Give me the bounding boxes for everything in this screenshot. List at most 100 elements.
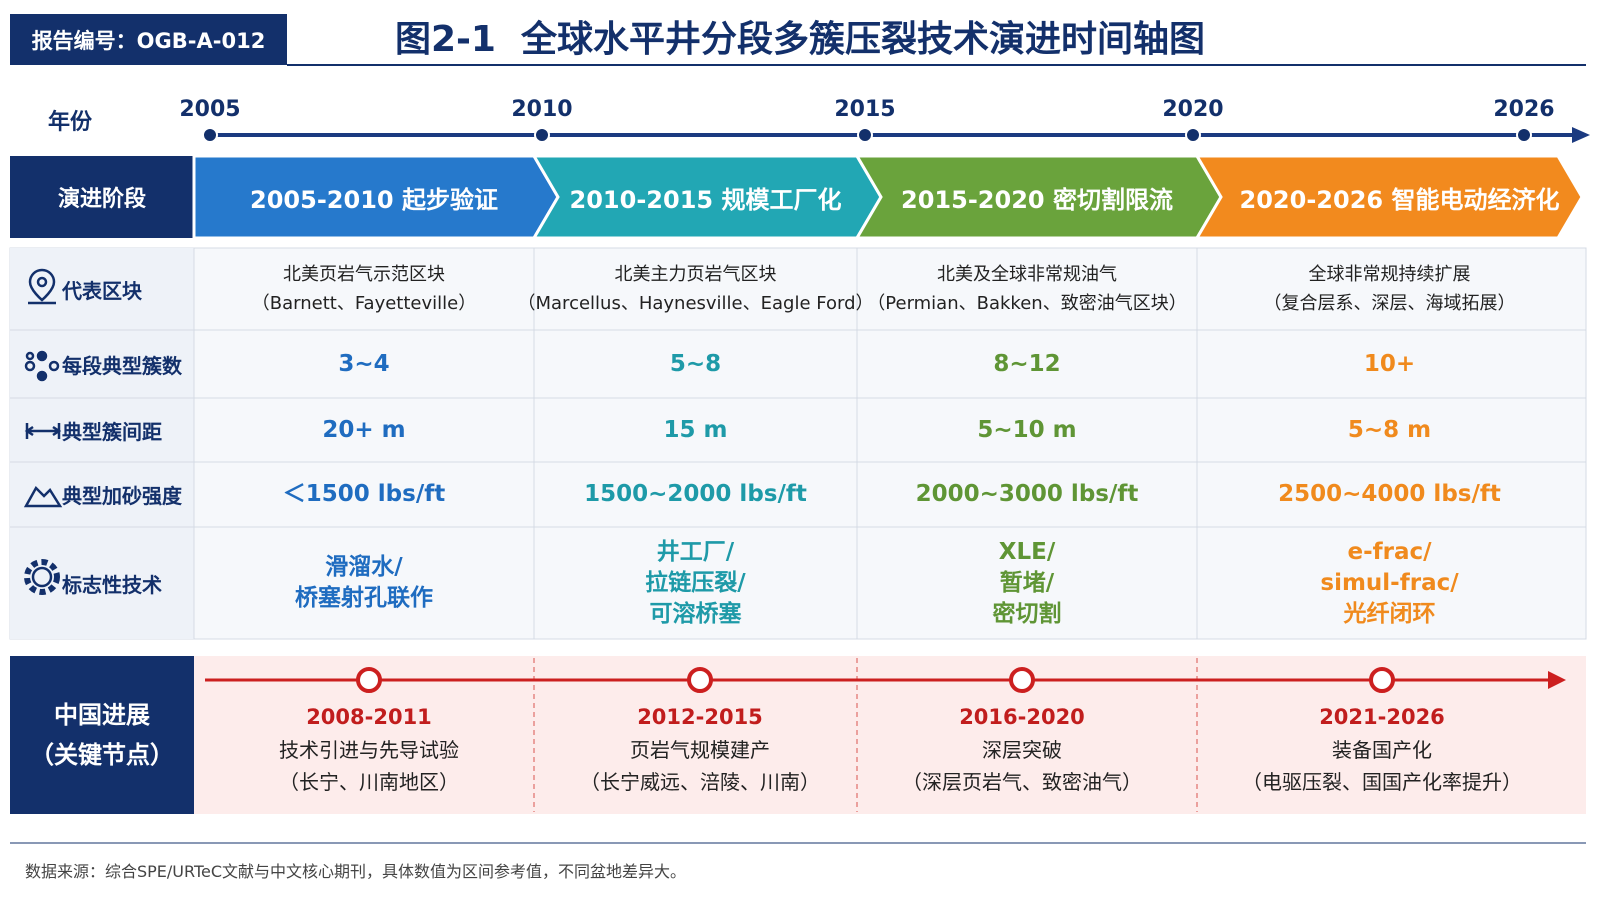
cell: 北美页岩气示范区块 （Barnett、Fayetteville） <box>194 248 534 330</box>
row-label: 标志性技术 <box>62 572 162 597</box>
cell: 15 m <box>534 398 857 462</box>
cell-text: （Barnett、Fayetteville） <box>251 293 477 314</box>
report-id: 报告编号：OGB-A-012 <box>10 14 287 65</box>
table-bg <box>9 247 1587 640</box>
china-title: 技术引进与先导试验 <box>279 738 459 762</box>
cell: 10+ <box>1197 330 1582 398</box>
stage: 2015-2020 密切割限流 <box>901 185 1173 214</box>
china-node-text: 2008-2011 技术引进与先导试验 （长宁、川南地区） <box>199 700 539 808</box>
stage: 2020-2026 智能电动经济化 <box>1239 185 1560 214</box>
cell: 北美及全球非常规油气 （Permian、Bakken、致密油气区块） <box>857 248 1197 330</box>
china-node-text: 2012-2015 页岩气规模建产 （长宁威远、涪陵、川南） <box>530 700 870 808</box>
cell-text: 3~4 <box>338 350 390 377</box>
stage-label: 演进阶段 <box>57 187 146 212</box>
row-label: 典型加砂强度 <box>62 462 194 527</box>
stage: 2020-2026 智能电动经济化 <box>1217 156 1582 238</box>
year-dot <box>534 127 550 143</box>
china-period: 2021-2026 <box>1319 705 1445 729</box>
year: 2010 <box>492 94 592 124</box>
cell-text: 20+ m <box>322 416 406 443</box>
timeline-arrow <box>1572 127 1590 143</box>
cell: 5~10 m <box>857 398 1197 462</box>
row-label: 典型簇间距 <box>62 419 162 444</box>
china-title: 页岩气规模建产 <box>630 738 770 762</box>
cell: ＜1500 lbs/ft <box>194 462 534 527</box>
cell-text: e-frac/ <box>1347 538 1432 565</box>
icons <box>23 268 63 595</box>
year: 2026 <box>1493 96 1555 122</box>
china-bg <box>194 656 1586 814</box>
cell-text: 光纤闭环 <box>1343 600 1436 627</box>
cell-text: 拉链压裂/ <box>645 569 746 596</box>
cell: 2000~3000 lbs/ft <box>857 462 1197 527</box>
year: 2020 <box>1162 96 1224 122</box>
cell: XLE/暂堵/密切割 <box>857 527 1197 639</box>
row-label: 标志性技术 <box>62 527 194 639</box>
cell-text: 5~10 m <box>977 416 1077 443</box>
row-label: 典型簇间距 <box>62 398 194 462</box>
row-label: 典型加砂强度 <box>62 484 182 508</box>
china-title: 装备国产化 <box>1332 738 1432 762</box>
cell-text: 1500~2000 lbs/ft <box>584 481 807 507</box>
cell: 3~4 <box>194 330 534 398</box>
china-arrow <box>1548 671 1566 689</box>
cell-text: 北美及全球非常规油气 <box>937 264 1117 285</box>
year-dot <box>1185 127 1201 143</box>
report-box <box>10 14 287 65</box>
china-detail: （电驱压裂、国国产化率提升） <box>1242 770 1522 794</box>
cell: 5~8 m <box>1197 398 1582 462</box>
year-dot <box>202 127 218 143</box>
china-node <box>1009 667 1035 693</box>
china-period: 2012-2015 <box>637 705 763 729</box>
cell: 8~12 <box>857 330 1197 398</box>
year: 2015 <box>834 96 896 122</box>
cell-text: 5~8 m <box>1347 416 1432 443</box>
table-label-col <box>10 248 194 639</box>
title: 图2-1 全球水平井分段多簇压裂技术演进时间轴图 <box>394 19 1206 60</box>
china-label-line: （关键节点） <box>30 741 174 769</box>
china-detail: （长宁威远、涪陵、川南） <box>580 770 820 794</box>
year: 2005 <box>160 94 260 124</box>
china-node-text: 2021-2026 装备国产化 （电驱压裂、国国产化率提升） <box>1212 700 1552 808</box>
cell: 1500~2000 lbs/ft <box>534 462 857 527</box>
source: 数据来源：综合SPE/URTeC文献与中文核心期刊，具体数值为区间参考值，不同盆… <box>25 855 1225 885</box>
china-detail: （深层页岩气、致密油气） <box>902 770 1142 794</box>
row-label: 每段典型簇数 <box>62 353 182 378</box>
stage: 2010-2015 规模工厂化 <box>569 185 842 214</box>
cell: 5~8 <box>534 330 857 398</box>
year: 2015 <box>815 94 915 124</box>
year-dot <box>857 127 873 143</box>
year-label: 年份 <box>30 100 110 140</box>
cell-text: （Permian、Bakken、致密油气区块） <box>867 293 1187 314</box>
year: 2010 <box>511 96 573 122</box>
stage: 2010-2015 规模工厂化 <box>554 156 857 238</box>
cell-text: 北美主力页岩气区块 <box>614 264 777 285</box>
table-grid <box>10 248 1586 639</box>
year-dot <box>1516 127 1532 143</box>
cell-text: 滑溜水/ <box>325 554 403 580</box>
china-period: 2008-2011 <box>306 705 432 729</box>
row-label: 代表区块 <box>62 278 142 303</box>
china-node <box>356 667 382 693</box>
cell-text: （Marcellus、Haynesville、Eagle Ford） <box>517 293 874 314</box>
stage-chevron <box>1194 154 1584 240</box>
year: 2020 <box>1143 94 1243 124</box>
cell-text: 暂堵/ <box>999 569 1055 596</box>
cell: 2500~4000 lbs/ft <box>1197 462 1582 527</box>
china-node <box>1369 667 1395 693</box>
report-id: 报告编号：OGB-A-012 <box>31 28 266 53</box>
china-dividers <box>533 658 1198 812</box>
cell-text: （复合层系、深层、海域拓展） <box>1263 293 1516 314</box>
year-label: 年份 <box>47 110 92 135</box>
cell-text: 北美页岩气示范区块 <box>283 264 445 285</box>
china-node-text: 2016-2020 深层突破 （深层页岩气、致密油气） <box>852 700 1192 808</box>
cell-text: 15 m <box>663 416 728 443</box>
cell-text: 可溶桥塞 <box>649 600 742 627</box>
cell-text: 2500~4000 lbs/ft <box>1278 481 1501 507</box>
cell-text: 10+ <box>1363 350 1416 377</box>
source: 数据来源：综合SPE/URTeC文献与中文核心期刊，具体数值为区间参考值，不同盆… <box>25 862 687 881</box>
china-node <box>687 667 713 693</box>
row-label: 每段典型簇数 <box>62 330 194 398</box>
china-label-box <box>10 656 194 814</box>
